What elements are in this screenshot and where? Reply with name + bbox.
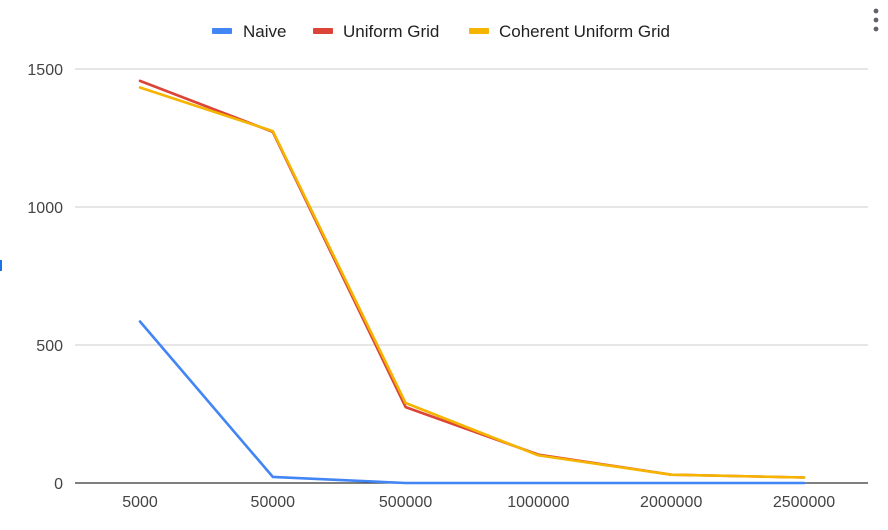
x-tick-label: 1000000 (507, 494, 569, 511)
legend-item-coherent-uniform-grid[interactable]: Coherent Uniform Grid (469, 22, 670, 41)
gridlines (75, 68, 868, 346)
legend-label: Uniform Grid (343, 22, 439, 41)
more-vert-icon-dot-bottom (873, 26, 879, 32)
legend-label: Coherent Uniform Grid (499, 22, 670, 41)
more-vert-icon-dot-middle (873, 17, 879, 23)
series-line-naive (138, 320, 806, 485)
y-tick-label: 1500 (27, 62, 63, 79)
legend-item-naive[interactable]: Naive (212, 22, 286, 41)
legend: Naive Uniform Grid Coherent Uniform Grid (212, 22, 670, 41)
y-tick-label: 1000 (27, 200, 63, 217)
x-tick-label: 50000 (251, 494, 296, 511)
y-tick-label: 0 (54, 476, 63, 493)
series-lines (138, 79, 806, 485)
legend-item-uniform-grid[interactable]: Uniform Grid (313, 22, 439, 41)
legend-swatch (313, 28, 333, 34)
series-line-coherent-uniform-grid (138, 86, 806, 479)
x-tick-label: 2500000 (773, 494, 835, 511)
legend-swatch (469, 28, 489, 34)
legend-label: Naive (243, 22, 286, 41)
x-tick-label: 5000 (122, 494, 158, 511)
side-edge-marker (0, 260, 2, 271)
legend-swatch (212, 28, 232, 34)
x-tick-label: 2000000 (640, 494, 702, 511)
x-tick-label: 500000 (379, 494, 432, 511)
y-tick-label: 500 (36, 338, 63, 355)
axes: 0 500 1000 1500 5000 50000 500000 1000000 200000… (27, 62, 868, 511)
series-line-uniform-grid (138, 79, 806, 479)
more-vert-icon-dot-top (873, 8, 879, 14)
chart-menu-button[interactable] (873, 8, 879, 32)
